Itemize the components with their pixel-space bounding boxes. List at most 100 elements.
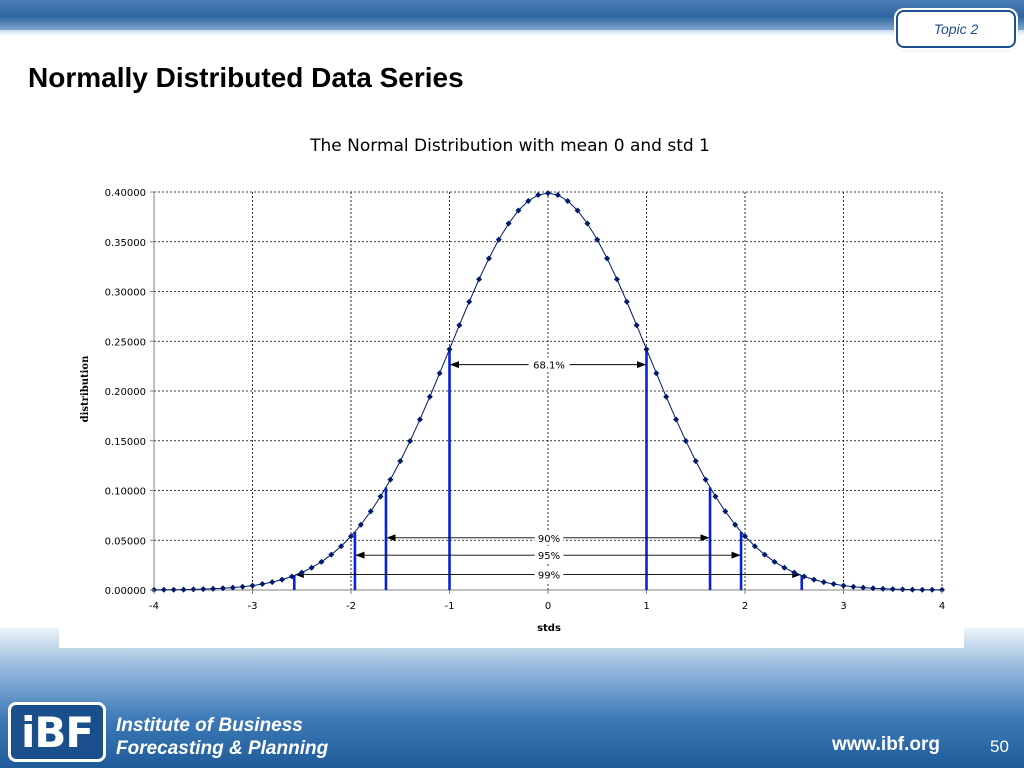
curve-data-point [485,255,492,262]
x-tick-label: -2 [346,601,356,612]
topic-badge: Topic 2 [896,10,1016,48]
curve-data-point [692,458,699,465]
curve-data-point [200,586,207,593]
curve-data-point [505,220,512,227]
ibf-logo: iBF [8,702,106,762]
curve-data-point [338,543,345,550]
curve-data-point [791,569,798,576]
curve-data-point [239,583,246,590]
interval-label: 68.1% [533,361,565,372]
curve-data-point [702,476,709,483]
curve-data-point [682,438,689,445]
curve-data-point [456,322,463,329]
curve-data-point [180,586,187,593]
curve-data-point [623,298,630,305]
curve-data-point [613,276,620,283]
curve-data-point [663,393,670,400]
curve-data-point [387,476,394,483]
y-axis-label: distribution [80,355,91,422]
curve-data-point [742,533,748,540]
axis-ticks: -4 -3 -2 -1 0 1 2 3 4 0.00000 0.05000 0.10000 0.1500… [105,188,946,612]
curve-data-point [357,521,364,528]
header-band [0,0,1024,30]
curve-data-point [564,197,571,204]
curve-data-point [899,586,906,593]
curve-data-point [909,586,916,593]
curve-data-point [407,438,414,445]
chart-title: The Normal Distribution with mean 0 and … [309,136,710,156]
curve-data-point [219,585,226,592]
curve-data-point [308,564,315,571]
curve-data-point [298,569,305,576]
header-band-fade [0,30,1024,36]
chart-grid [153,191,943,591]
curve-data-point [318,558,325,565]
curve-data-point [495,236,502,243]
website-link[interactable]: www.ibf.org [832,734,941,755]
y-tick-label: 0.30000 [105,288,146,299]
curve-data-point [712,493,719,500]
curve-data-point [259,581,266,588]
curve-data-point [416,416,423,423]
interval-label: 95% [538,551,560,562]
curve-data-point [269,579,276,586]
normal-curve [151,190,945,593]
curve-data-point [889,586,896,593]
curve-data-point [879,585,886,592]
interval-label-background [528,357,570,372]
y-tick-label: 0.25000 [105,337,146,348]
y-tick-label: 0.15000 [105,437,146,448]
curve-data-point [919,586,926,593]
curve-data-point [732,521,739,528]
curve-data-point [170,586,177,593]
curve-data-point [328,551,335,558]
curve-data-point [466,298,473,305]
curve-data-point [584,220,591,227]
y-tick-label: 0.20000 [105,387,146,398]
curve-data-point [860,584,867,591]
y-tick-label: 0.40000 [105,188,146,199]
organization-name: Institute of Business Forecasting & Plan… [116,714,328,760]
curve-data-point [288,573,295,580]
curve-data-point [554,191,561,198]
curve-data-point [190,586,197,593]
curve-data-point [643,346,650,353]
x-tick-label: -3 [248,601,258,612]
organization-name-line2: Forecasting & Planning [116,738,329,759]
curve-data-point [604,255,611,262]
curve-data-point [515,207,522,214]
curve-data-point [279,576,286,583]
curve-data-point [850,583,857,590]
x-axis-label: stds [537,623,561,634]
x-tick-label: -4 [149,601,159,612]
x-tick-label: -1 [445,601,455,612]
curve-data-point [525,197,532,204]
interval-label-background [534,530,564,545]
chart-panel: The Normal Distribution with mean 0 and … [59,116,964,648]
organization-name-line1: Institute of Business [116,715,303,736]
curve-data-point [722,508,729,515]
curve-data-point [929,586,936,593]
curve-data-point [229,584,236,591]
curve-data-point [574,207,581,214]
curve-data-point [545,190,551,197]
y-tick-label: 0.05000 [105,536,146,547]
curve-data-point [830,581,837,588]
interval-label-background [534,567,564,582]
curve-data-point [367,508,374,515]
y-tick-label: 0.00000 [105,586,146,597]
curve-data-point [476,276,483,283]
curve-data-point [249,582,256,589]
curve-data-point [210,585,217,592]
interval-label: 90% [538,534,560,545]
curve-data-point [436,370,443,377]
curve-data-point [633,322,640,329]
interval-arrows: 68.1% 90% 95% 99% [294,357,802,582]
normal-distribution-chart: The Normal Distribution with mean 0 and … [80,136,946,634]
footer-band [0,628,1024,768]
interval-label: 99% [538,571,560,582]
curve-data-point [939,586,945,593]
slide-title: Normally Distributed Data Series [28,62,464,93]
curve-data-point [426,393,433,400]
interval-label-background [534,548,564,563]
